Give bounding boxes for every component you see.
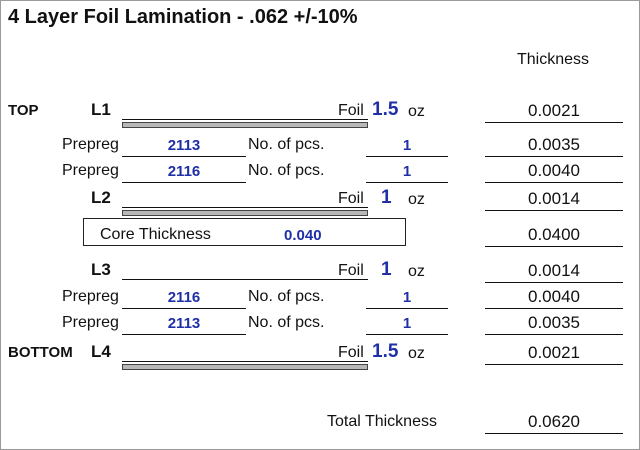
prepreg-label-2: Prepreg: [62, 162, 119, 179]
thickness-l4: 0.0021: [528, 343, 580, 362]
foil-value-l3[interactable]: 1: [381, 259, 392, 280]
l4-line: [122, 361, 368, 362]
prepreg-type-2[interactable]: 2116: [167, 163, 201, 180]
bottom-side-label: BOTTOM: [8, 344, 73, 361]
foil-label-l2: Foil: [338, 190, 364, 207]
prepreg-type-4[interactable]: 2113: [167, 315, 201, 332]
thickness-underline-p3: [485, 308, 623, 309]
pcs-value-4[interactable]: 1: [402, 315, 412, 332]
core-thickness-label: Core Thickness: [100, 226, 211, 243]
foil-label-l3: Foil: [338, 262, 364, 279]
layer-label-l1: L1: [91, 100, 111, 119]
thickness-underline-l1: [485, 122, 623, 123]
pcs-underline-3: [366, 308, 448, 309]
prepreg-type-3[interactable]: 2116: [167, 289, 201, 306]
l1-line: [122, 119, 368, 120]
pcs-label-4: No. of pcs.: [248, 314, 325, 331]
foil-value-l4[interactable]: 1.5: [372, 341, 399, 362]
total-thickness-label: Total Thickness: [327, 413, 437, 430]
layer-bar-l2: [122, 210, 368, 216]
prepreg-type-1[interactable]: 2113: [167, 137, 201, 154]
prepreg-type-underline-2: [122, 182, 246, 183]
layer-bar-l1: [122, 122, 368, 128]
prepreg-type-underline-1: [122, 156, 246, 157]
thickness-core: 0.0400: [528, 225, 580, 244]
foil-unit-l1: oz: [408, 103, 425, 120]
pcs-value-1[interactable]: 1: [402, 137, 412, 154]
thickness-l3: 0.0014: [528, 261, 580, 280]
layer-label-l2: L2: [91, 188, 111, 207]
prepreg-label-4: Prepreg: [62, 314, 119, 331]
prepreg-type-underline-4: [122, 334, 246, 335]
thickness-p1: 0.0035: [528, 135, 580, 154]
thickness-underline-l3: [485, 282, 623, 283]
layer-label-l4: L4: [91, 342, 111, 361]
pcs-value-3[interactable]: 1: [402, 289, 412, 306]
layer-label-l3: L3: [91, 260, 111, 279]
l3-line: [122, 279, 368, 280]
pcs-underline-4: [366, 334, 448, 335]
pcs-label-3: No. of pcs.: [248, 288, 325, 305]
thickness-underline-p4: [485, 334, 623, 335]
pcs-underline-2: [366, 182, 448, 183]
foil-label-l4: Foil: [338, 344, 364, 361]
thickness-column-header: Thickness: [517, 51, 590, 68]
pcs-underline-1: [366, 156, 448, 157]
thickness-l2: 0.0014: [528, 189, 580, 208]
core-thickness-box: [83, 218, 406, 246]
thickness-p4: 0.0035: [528, 313, 580, 332]
prepreg-label-1: Prepreg: [62, 136, 119, 153]
total-thickness-underline: [485, 433, 623, 434]
foil-label-l1: Foil: [338, 102, 364, 119]
pcs-label-2: No. of pcs.: [248, 162, 325, 179]
thickness-underline-l4: [485, 364, 623, 365]
core-thickness-value[interactable]: 0.040: [284, 227, 322, 244]
page-title: 4 Layer Foil Lamination - .062 +/-10%: [8, 6, 358, 28]
l2-line: [122, 207, 368, 208]
layer-bar-l4: [122, 364, 368, 370]
thickness-underline-l2: [485, 210, 623, 211]
foil-value-l2[interactable]: 1: [381, 187, 392, 208]
thickness-underline-p1: [485, 156, 623, 157]
top-side-label: TOP: [8, 102, 39, 119]
foil-unit-l2: oz: [408, 191, 425, 208]
thickness-p2: 0.0040: [528, 161, 580, 180]
thickness-underline-p2: [485, 182, 623, 183]
foil-unit-l3: oz: [408, 263, 425, 280]
foil-unit-l4: oz: [408, 345, 425, 362]
thickness-underline-core: [485, 246, 623, 247]
thickness-p3: 0.0040: [528, 287, 580, 306]
foil-value-l1[interactable]: 1.5: [372, 99, 399, 120]
prepreg-type-underline-3: [122, 308, 246, 309]
thickness-l1: 0.0021: [528, 101, 580, 120]
prepreg-label-3: Prepreg: [62, 288, 119, 305]
pcs-label-1: No. of pcs.: [248, 136, 325, 153]
pcs-value-2[interactable]: 1: [402, 163, 412, 180]
total-thickness-value: 0.0620: [528, 412, 580, 431]
